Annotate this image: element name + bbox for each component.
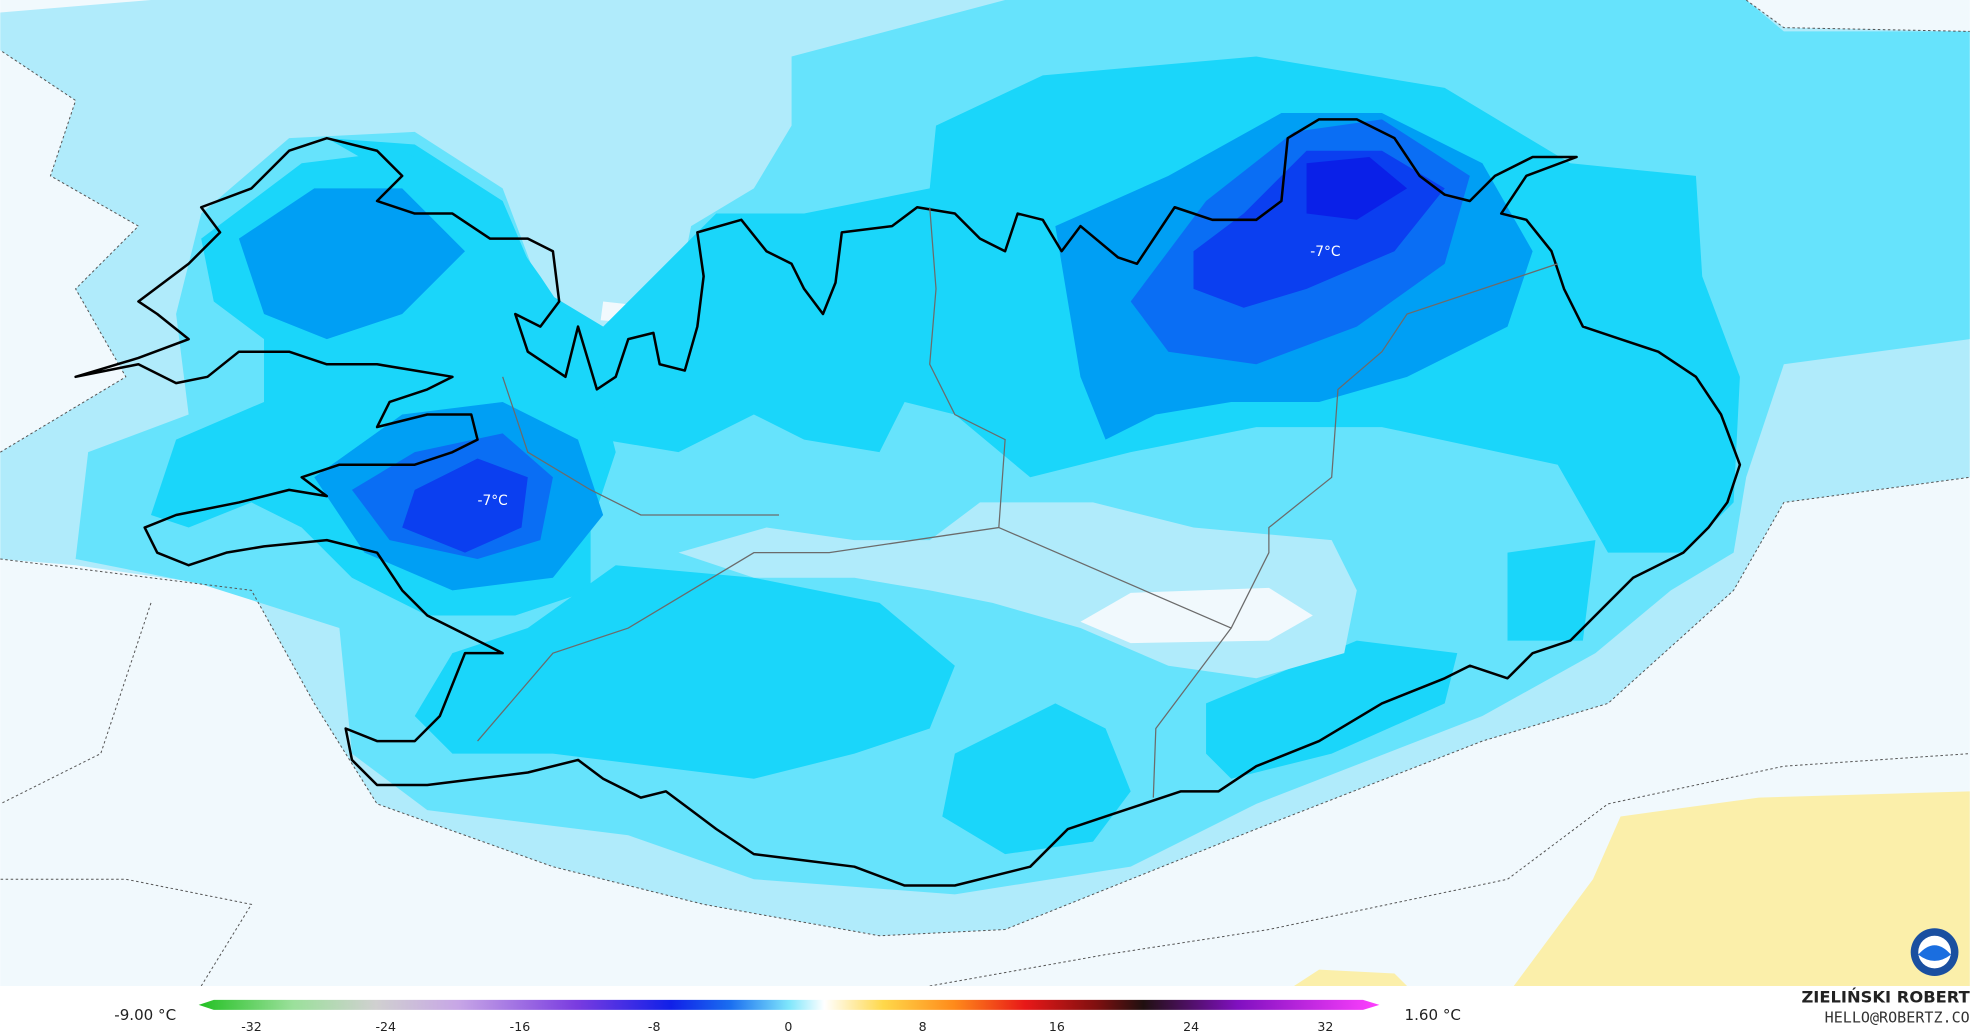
colorbar-tick-label: 16 bbox=[1049, 1019, 1065, 1034]
contour-7 bbox=[1306, 157, 1408, 220]
contour-gap bbox=[1080, 587, 1313, 644]
author-email: HELLO@ROBERTZ.CO bbox=[1825, 1008, 1970, 1026]
colorbar-tick-label: -32 bbox=[241, 1019, 261, 1034]
coastline bbox=[74, 118, 1742, 887]
colorbar-tick-label: -8 bbox=[648, 1019, 661, 1034]
legend-bar bbox=[0, 986, 1970, 1035]
colorbar-tick-label: -16 bbox=[510, 1019, 531, 1034]
contour-lines bbox=[0, 0, 1970, 987]
warm-area bbox=[1293, 791, 1970, 987]
min-value: -9.00 °C bbox=[114, 1006, 176, 1024]
noaa-logo bbox=[1910, 928, 1959, 976]
author-name: ZIELIŃSKI ROBERT bbox=[1801, 987, 1970, 1006]
colorbar-tick-label: 32 bbox=[1317, 1019, 1333, 1034]
max-value: 1.60 °C bbox=[1405, 1006, 1461, 1024]
colorbar-tick-label: -24 bbox=[375, 1019, 396, 1034]
contour-5 bbox=[351, 119, 1470, 559]
colorbar-ticks: -32 -24 -16 -8 0 8 16 24 32 bbox=[241, 1019, 1333, 1034]
temperature-label: -7°C bbox=[477, 493, 507, 509]
roads bbox=[477, 207, 1558, 798]
contour-3 bbox=[414, 540, 1596, 855]
colorbar-tick-label: 0 bbox=[784, 1019, 792, 1034]
colorbar-tick-label: 24 bbox=[1183, 1019, 1199, 1034]
colorbar bbox=[198, 999, 1380, 1010]
colorbar-tick-label: 8 bbox=[919, 1019, 927, 1034]
temperature-label: -7°C bbox=[1310, 244, 1340, 260]
